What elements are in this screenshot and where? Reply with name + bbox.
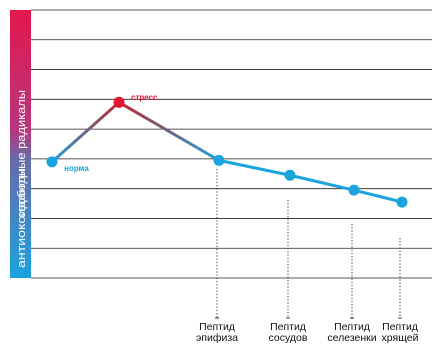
data-point: [213, 154, 225, 166]
y-axis-bar: [10, 10, 31, 278]
line-segment: [118, 101, 220, 162]
data-point: [284, 169, 296, 181]
data-point: [46, 156, 58, 168]
y-axis-label-bottom: антиоксиданты: [16, 168, 28, 268]
point-label: стресс: [131, 93, 158, 102]
line-segment: [218, 158, 403, 204]
data-point: [113, 96, 125, 108]
point-label: норма: [64, 164, 89, 173]
category-guides: [215, 169, 402, 319]
data-point: [396, 196, 408, 208]
x-tick-label: Пептид селезенки: [327, 321, 376, 344]
x-tick-label: Пептид сосудов: [269, 321, 308, 344]
data-point: [348, 184, 360, 196]
x-tick-label: Пептид хрящей: [382, 321, 419, 344]
data-points: норма стресс: [46, 93, 408, 208]
category-labels: Пептид эпифиза Пептид сосудов Пептид селезенк…: [196, 321, 419, 344]
grid-lines: [31, 9, 432, 279]
x-tick-label: Пептид эпифиза: [196, 321, 238, 344]
line-segment: [51, 101, 120, 163]
y-axis-label-top: свободные радикалы: [16, 90, 28, 218]
series-line: [51, 101, 403, 204]
